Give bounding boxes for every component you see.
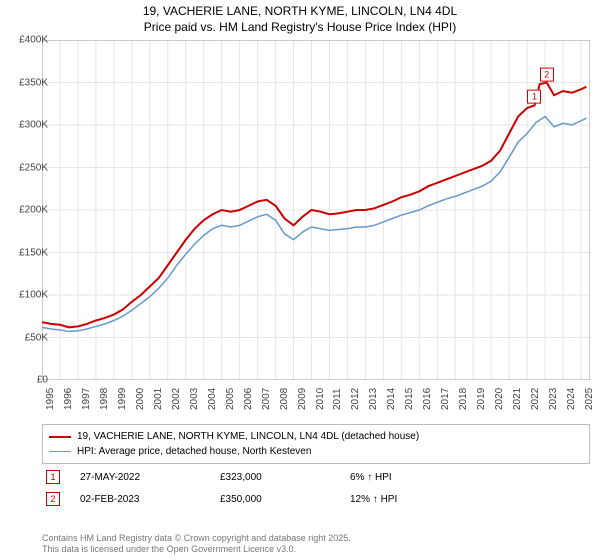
y-tick-label: £200K	[8, 205, 48, 216]
y-tick-label: £250K	[8, 162, 48, 173]
chart-area: 12	[42, 40, 590, 380]
x-tick-label: 2009	[297, 388, 308, 410]
footnote-line2: This data is licensed under the Open Gov…	[42, 544, 351, 556]
x-tick-label: 2020	[494, 388, 505, 410]
sale-marker-icon: 1	[46, 470, 60, 484]
x-tick-label: 2021	[512, 388, 523, 410]
x-tick-label: 2015	[404, 388, 415, 410]
x-tick-label: 2012	[350, 388, 361, 410]
x-tick-label: 2005	[225, 388, 236, 410]
x-tick-label: 2000	[135, 388, 146, 410]
sale-row: 1 27-MAY-2022 £323,000 6% ↑ HPI	[42, 466, 590, 488]
legend-label: 19, VACHERIE LANE, NORTH KYME, LINCOLN, …	[77, 429, 419, 444]
title-block: 19, VACHERIE LANE, NORTH KYME, LINCOLN, …	[0, 0, 600, 35]
x-tick-label: 2017	[440, 388, 451, 410]
x-tick-label: 2004	[207, 388, 218, 410]
x-tick-label: 1995	[45, 388, 56, 410]
x-tick-label: 2003	[189, 388, 200, 410]
x-tick-label: 2013	[368, 388, 379, 410]
footnote: Contains HM Land Registry data © Crown c…	[42, 533, 351, 556]
sale-date: 27-MAY-2022	[80, 472, 200, 483]
sale-row: 2 02-FEB-2023 £350,000 12% ↑ HPI	[42, 488, 590, 510]
sale-marker: 1	[527, 90, 541, 104]
x-tick-label: 2018	[458, 388, 469, 410]
sale-price: £350,000	[220, 494, 330, 505]
x-tick-label: 2007	[261, 388, 272, 410]
x-tick-label: 2011	[332, 388, 343, 410]
y-tick-label: £50K	[8, 332, 48, 343]
footnote-line1: Contains HM Land Registry data © Crown c…	[42, 533, 351, 545]
legend-box: 19, VACHERIE LANE, NORTH KYME, LINCOLN, …	[42, 424, 590, 464]
x-tick-label: 1998	[99, 388, 110, 410]
x-tick-label: 1997	[81, 388, 92, 410]
legend-row: HPI: Average price, detached house, Nort…	[49, 444, 583, 459]
x-tick-label: 2022	[530, 388, 541, 410]
x-tick-label: 2008	[279, 388, 290, 410]
sale-date: 02-FEB-2023	[80, 494, 200, 505]
x-tick-label: 2025	[584, 388, 595, 410]
x-tick-label: 2019	[476, 388, 487, 410]
x-tick-label: 2010	[315, 388, 326, 410]
sale-marker: 2	[540, 67, 554, 81]
x-tick-label: 2014	[386, 388, 397, 410]
y-tick-label: £300K	[8, 120, 48, 131]
x-tick-label: 2001	[153, 388, 164, 410]
x-tick-label: 2002	[171, 388, 182, 410]
y-tick-label: £400K	[8, 35, 48, 46]
x-tick-label: 1999	[117, 388, 128, 410]
x-tick-label: 2023	[548, 388, 559, 410]
y-tick-label: £100K	[8, 290, 48, 301]
legend-label: HPI: Average price, detached house, Nort…	[77, 444, 311, 459]
x-axis-labels: 1995 1996 1997 1998 1999 2000 2001 2002 2003 2004…	[42, 382, 590, 422]
x-tick-label: 2024	[566, 388, 577, 410]
legend-swatch	[49, 436, 71, 438]
sale-marker-icon: 2	[46, 492, 60, 506]
x-tick-label: 1996	[63, 388, 74, 410]
title-address: 19, VACHERIE LANE, NORTH KYME, LINCOLN, …	[0, 4, 600, 20]
x-tick-label: 2006	[243, 388, 254, 410]
x-tick-label: 2016	[422, 388, 433, 410]
sale-pct: 12% ↑ HPI	[350, 494, 470, 505]
title-subtitle: Price paid vs. HM Land Registry's House …	[0, 20, 600, 36]
chart-container: 19, VACHERIE LANE, NORTH KYME, LINCOLN, …	[0, 0, 600, 560]
legend-swatch	[49, 451, 71, 453]
sale-price: £323,000	[220, 472, 330, 483]
legend-row: 19, VACHERIE LANE, NORTH KYME, LINCOLN, …	[49, 429, 583, 444]
chart-svg	[42, 40, 590, 380]
sale-pct: 6% ↑ HPI	[350, 472, 470, 483]
y-tick-label: £350K	[8, 77, 48, 88]
sales-table: 1 27-MAY-2022 £323,000 6% ↑ HPI 2 02-FEB-2023…	[42, 466, 590, 510]
y-tick-label: £150K	[8, 247, 48, 258]
